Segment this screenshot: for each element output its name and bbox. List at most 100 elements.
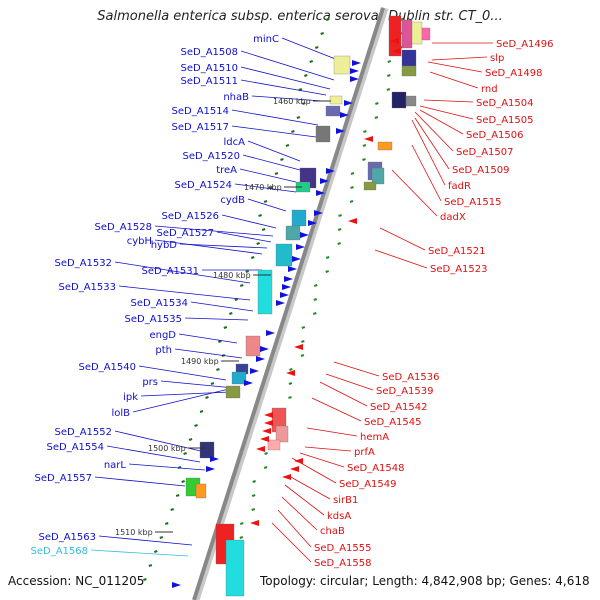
left-gene-label[interactable]: SeD_A1517 [172,122,230,133]
left-gene-label[interactable]: treA [216,165,237,176]
feature-block[interactable] [267,439,281,451]
forward-gene-arrow[interactable] [282,284,291,290]
left-gene-label[interactable]: SeD_A1528 [95,222,153,233]
reverse-gene-arrow[interactable] [348,218,357,224]
reverse-gene-arrow[interactable] [260,436,269,442]
reverse-gene-arrow[interactable] [392,48,401,54]
forward-gene-arrow[interactable] [344,100,353,106]
forward-gene-arrow[interactable] [314,210,323,216]
feature-block[interactable] [285,225,301,241]
feature-block[interactable] [199,441,215,459]
left-gene-label[interactable]: prs [142,377,158,388]
right-gene-label[interactable]: SeD_A1505 [476,115,534,126]
left-gene-label[interactable]: hybD [151,240,178,251]
right-gene-label[interactable]: SeD_A1515 [444,197,502,208]
right-gene-label[interactable]: sirB1 [333,495,358,506]
feature-block[interactable] [401,49,417,67]
left-gene-label[interactable]: SeD_A1514 [172,106,230,117]
left-gene-label[interactable]: cydB [220,195,245,206]
right-gene-label[interactable]: SeD_A1498 [485,68,543,79]
reverse-gene-arrow[interactable] [282,474,291,480]
left-gene-label[interactable]: engD [149,330,176,341]
forward-gene-arrow[interactable] [244,380,253,386]
feature-block[interactable] [275,243,293,267]
left-gene-label[interactable]: narL [104,460,127,471]
right-gene-label[interactable]: SeD_A1555 [314,543,372,554]
forward-gene-arrow[interactable] [260,346,269,352]
left-gene-label[interactable]: SeD_A1540 [79,362,137,373]
left-gene-label[interactable]: SeD_A1557 [35,473,93,484]
left-gene-label[interactable]: SeD_A1520 [183,151,241,162]
left-gene-label[interactable]: SeD_A1527 [157,228,215,239]
feature-block[interactable] [391,91,407,109]
right-gene-label[interactable]: hemA [360,432,389,443]
reverse-gene-arrow[interactable] [294,344,303,350]
forward-gene-arrow[interactable] [316,190,325,196]
left-gene-label[interactable]: SeD_A1510 [181,63,239,74]
feature-block[interactable] [401,65,417,77]
feature-block[interactable] [245,335,261,357]
right-gene-label[interactable]: SeD_A1521 [428,246,486,257]
forward-gene-arrow[interactable] [206,466,215,472]
forward-gene-arrow[interactable] [256,356,265,362]
feature-block[interactable] [405,95,417,107]
reverse-gene-arrow[interactable] [294,458,303,464]
reverse-gene-arrow[interactable] [286,370,295,376]
feature-block[interactable] [195,483,207,499]
forward-gene-arrow[interactable] [352,60,361,66]
forward-gene-arrow[interactable] [308,220,317,226]
reverse-gene-arrow[interactable] [264,420,273,426]
left-gene-label[interactable]: SeD_A1535 [125,314,183,325]
reverse-gene-arrow[interactable] [364,136,373,142]
right-gene-label[interactable]: SeD_A1536 [382,372,440,383]
left-gene-label[interactable]: lolB [111,408,130,419]
forward-gene-arrow[interactable] [210,456,219,462]
left-gene-label[interactable]: SeD_A1508 [181,47,239,58]
reverse-gene-arrow[interactable] [262,428,271,434]
forward-gene-arrow[interactable] [284,276,293,282]
reverse-gene-arrow[interactable] [256,446,265,452]
forward-gene-arrow[interactable] [300,232,309,238]
forward-gene-arrow[interactable] [292,256,301,262]
forward-gene-arrow[interactable] [350,68,359,74]
right-gene-label[interactable]: SeD_A1558 [314,558,372,569]
forward-gene-arrow[interactable] [326,168,335,174]
feature-block[interactable] [231,371,247,385]
forward-gene-arrow[interactable] [336,128,345,134]
left-gene-label[interactable]: SeD_A1526 [162,211,220,222]
right-gene-label[interactable]: rnd [481,84,498,95]
right-gene-label[interactable]: slp [490,53,504,64]
feature-block[interactable] [401,19,413,49]
forward-gene-arrow[interactable] [296,244,305,250]
right-gene-label[interactable]: SeD_A1506 [466,130,524,141]
left-gene-label[interactable]: SeD_A1568 [31,546,89,557]
feature-block[interactable] [363,181,377,191]
left-gene-label[interactable]: ipk [123,392,138,403]
forward-gene-arrow[interactable] [172,582,181,588]
reverse-gene-arrow[interactable] [290,466,299,472]
feature-block[interactable] [315,125,331,143]
right-gene-label[interactable]: SeD_A1509 [452,165,510,176]
feature-block[interactable] [225,385,241,399]
feature-block[interactable] [291,209,307,227]
right-gene-label[interactable]: SeD_A1496 [496,39,554,50]
left-gene-label[interactable]: SeD_A1511 [181,76,239,87]
forward-gene-arrow[interactable] [320,178,329,184]
feature-block[interactable] [388,15,402,57]
left-gene-label[interactable]: SeD_A1524 [175,180,233,191]
left-gene-label[interactable]: SeD_A1533 [59,282,117,293]
forward-gene-arrow[interactable] [280,292,289,298]
feature-block[interactable] [421,27,431,41]
forward-gene-arrow[interactable] [276,300,285,306]
feature-block[interactable] [333,55,351,75]
feature-block[interactable] [325,105,341,117]
left-gene-label[interactable]: pth [155,345,172,356]
feature-block[interactable] [257,269,273,315]
feature-block[interactable] [275,425,289,443]
forward-gene-arrow[interactable] [340,112,349,118]
feature-block[interactable] [329,95,343,105]
reverse-gene-arrow[interactable] [264,412,273,418]
left-gene-label[interactable]: SeD_A1534 [131,298,189,309]
reverse-gene-arrow[interactable] [250,520,259,526]
right-gene-label[interactable]: SeD_A1545 [364,417,422,428]
